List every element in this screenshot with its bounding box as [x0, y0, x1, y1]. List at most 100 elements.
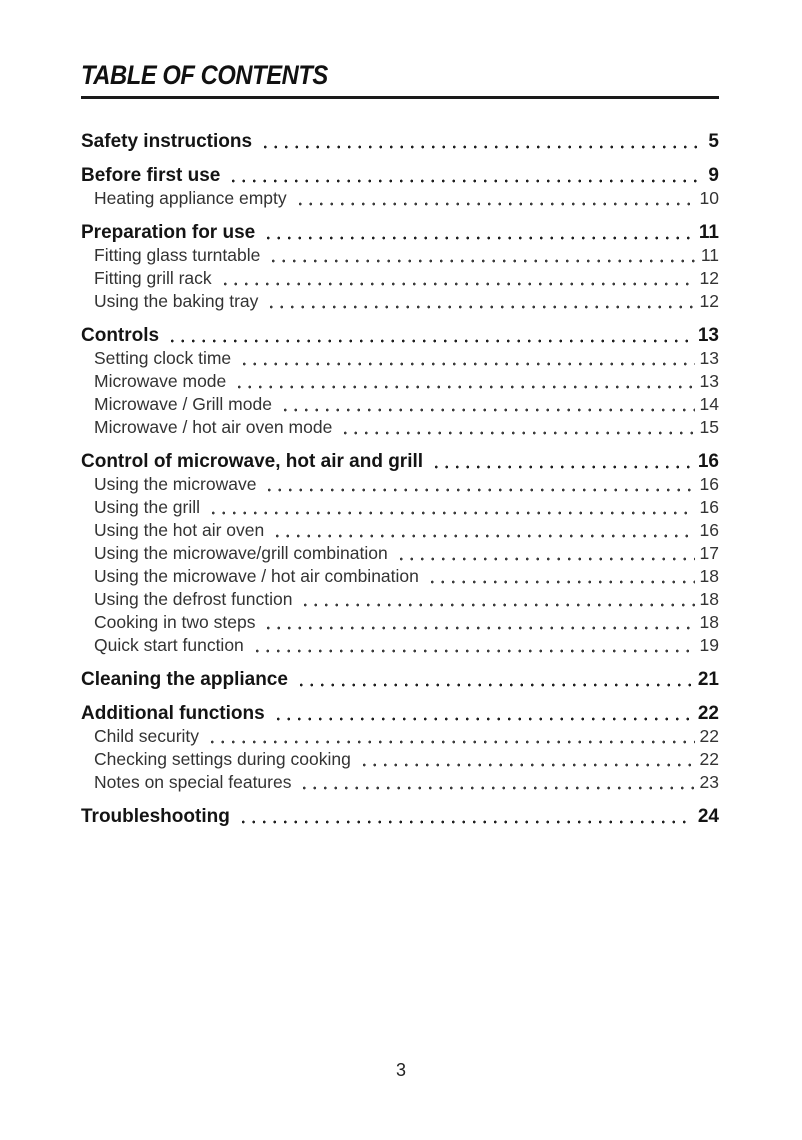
- toc-entry-page-number: 22: [697, 703, 719, 724]
- toc-section: Troubleshooting 24: [81, 805, 719, 828]
- dot-leader: [358, 763, 695, 767]
- dot-leader: [395, 557, 695, 561]
- toc-section-row: Cleaning the appliance 21: [81, 668, 719, 691]
- toc-section-row: Preparation for use 11: [81, 221, 719, 244]
- toc-entry-label: Microwave / hot air oven mode: [94, 417, 333, 437]
- toc-entry-page-number: 22: [699, 749, 719, 769]
- dot-leader: [268, 259, 696, 263]
- toc-sub-row: Using the grill 16: [81, 496, 719, 519]
- dot-leader: [272, 534, 695, 538]
- dot-leader: [239, 362, 695, 366]
- toc-entry-label: Safety instructions: [81, 131, 253, 152]
- toc-entry-page-number: 12: [699, 291, 719, 311]
- title-underline: [81, 96, 719, 99]
- toc-section: Additional functions 22 Child security 22 Ch…: [81, 702, 719, 794]
- toc-section-row: Troubleshooting 24: [81, 805, 719, 828]
- toc-entry-page-number: 13: [699, 348, 719, 368]
- toc-entry-page-number: 23: [699, 772, 719, 792]
- toc-entry-label: Setting clock time: [94, 348, 232, 368]
- dot-leader: [272, 717, 693, 721]
- dot-leader: [237, 820, 693, 824]
- toc-entry-page-number: 24: [697, 806, 719, 827]
- dot-leader: [294, 202, 695, 206]
- toc-sub-row: Using the baking tray 12: [81, 290, 719, 313]
- toc-sub-row: Quick start function 19: [81, 634, 719, 657]
- toc-entry-page-number: 19: [699, 635, 719, 655]
- toc-entry-page-number: 12: [699, 268, 719, 288]
- toc-sub-row: Checking settings during cooking 22: [81, 748, 719, 771]
- toc-entry-label: Troubleshooting: [81, 806, 230, 827]
- dot-leader: [299, 786, 695, 790]
- toc-section: Control of microwave, hot air and grill 1…: [81, 450, 719, 657]
- toc-entry-page-number: 16: [699, 474, 719, 494]
- toc-sub-row: Fitting glass turntable 11: [81, 244, 719, 267]
- toc-entry-page-number: 13: [697, 325, 719, 346]
- toc-section-row: Control of microwave, hot air and grill 1…: [81, 450, 719, 473]
- toc-sub-row: Notes on special features 23: [81, 771, 719, 794]
- toc-sub-row: Using the defrost function 18: [81, 588, 719, 611]
- dot-leader: [426, 580, 695, 584]
- toc-list: Safety instructions 5 Before first use 9 Hea…: [81, 130, 719, 828]
- dot-leader: [167, 339, 693, 343]
- dot-leader: [228, 179, 704, 183]
- toc-entry-label: Additional functions: [81, 703, 265, 724]
- toc-entry-label: Fitting glass turntable: [94, 245, 261, 265]
- toc-entry-page-number: 18: [699, 612, 719, 632]
- toc-sub-row: Setting clock time 13: [81, 347, 719, 370]
- toc-sub-row: Using the microwave 16: [81, 473, 719, 496]
- toc-sub-row: Using the microwave/grill combination 17: [81, 542, 719, 565]
- dot-leader: [207, 740, 695, 744]
- dot-leader: [340, 431, 695, 435]
- toc-entry-page-number: 21: [697, 669, 719, 690]
- toc-sub-row: Cooking in two steps 18: [81, 611, 719, 634]
- toc-entry-page-number: 16: [699, 497, 719, 517]
- page-title: TABLE OF CONTENTS: [81, 60, 328, 90]
- toc-sub-row: Microwave / Grill mode 14: [81, 393, 719, 416]
- dot-leader: [264, 488, 695, 492]
- toc-entry-label: Checking settings during cooking: [94, 749, 351, 769]
- toc-entry-page-number: 18: [699, 589, 719, 609]
- toc-entry-page-number: 11: [700, 245, 719, 265]
- toc-section: Preparation for use 11 Fitting glass turnt…: [81, 221, 719, 313]
- toc-entry-page-number: 10: [699, 188, 719, 208]
- toc-sub-row: Fitting grill rack 12: [81, 267, 719, 290]
- toc-section-row: Additional functions 22: [81, 702, 719, 725]
- toc-entry-page-number: 15: [699, 417, 719, 437]
- toc-entry-page-number: 14: [699, 394, 719, 414]
- toc-entry-page-number: 16: [699, 520, 719, 540]
- toc-entry-label: Fitting grill rack: [94, 268, 212, 288]
- dot-leader: [219, 282, 695, 286]
- toc-entry-page-number: 17: [699, 543, 719, 563]
- dot-leader: [279, 408, 695, 412]
- toc-entry-page-number: 5: [708, 131, 719, 152]
- toc-sub-row: Using the hot air oven 16: [81, 519, 719, 542]
- toc-section-row: Safety instructions 5: [81, 130, 719, 153]
- dot-leader: [266, 305, 695, 309]
- toc-sub-row: Heating appliance empty 10: [81, 187, 719, 210]
- toc-entry-page-number: 13: [699, 371, 719, 391]
- toc-entry-label: Cleaning the appliance: [81, 669, 288, 690]
- toc-entry-label: Microwave mode: [94, 371, 227, 391]
- dot-leader: [260, 145, 704, 149]
- dot-leader: [300, 603, 695, 607]
- toc-entry-page-number: 18: [699, 566, 719, 586]
- toc-entry-label: Using the microwave / hot air combinatio…: [94, 566, 419, 586]
- dot-leader: [263, 236, 694, 240]
- toc-entry-label: Using the hot air oven: [94, 520, 265, 540]
- toc-section: Cleaning the appliance 21: [81, 668, 719, 691]
- toc-entry-label: Using the grill: [94, 497, 201, 517]
- toc-entry-page-number: 22: [699, 726, 719, 746]
- toc-entry-label: Notes on special features: [94, 772, 292, 792]
- dot-leader: [234, 385, 695, 389]
- toc-entry-label: Control of microwave, hot air and grill: [81, 451, 424, 472]
- toc-entry-label: Using the baking tray: [94, 291, 259, 311]
- toc-sub-row: Child security 22: [81, 725, 719, 748]
- toc-entry-label: Preparation for use: [81, 222, 256, 243]
- toc-entry-label: Microwave / Grill mode: [94, 394, 272, 414]
- dot-leader: [431, 465, 693, 469]
- toc-entry-page-number: 9: [708, 165, 719, 186]
- dot-leader: [208, 511, 695, 515]
- toc-entry-label: Cooking in two steps: [94, 612, 256, 632]
- toc-entry-label: Controls: [81, 325, 160, 346]
